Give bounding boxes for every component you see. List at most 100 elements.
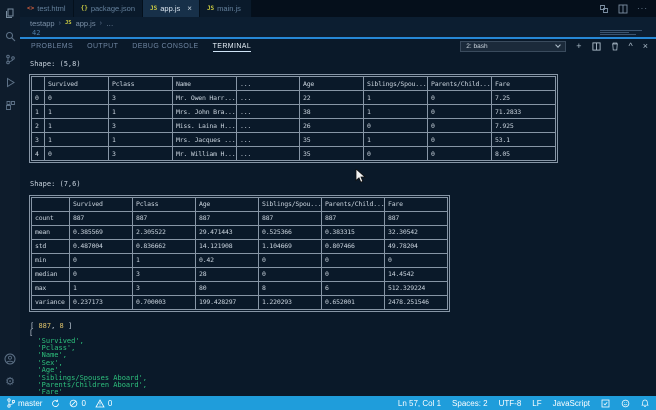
table-cell: 0 bbox=[384, 252, 448, 268]
table-cell: 0.652001 bbox=[321, 294, 385, 310]
tab-test-html[interactable]: <> test.html bbox=[20, 0, 74, 17]
table-row: max 1 3 80 8 6 512.329224 bbox=[31, 280, 448, 296]
split-editor-icon[interactable] bbox=[618, 4, 628, 14]
chevron-right-icon: › bbox=[58, 19, 61, 27]
table-cell: 1 bbox=[44, 118, 109, 134]
bell-icon[interactable] bbox=[641, 399, 649, 408]
extension-status-icon[interactable] bbox=[601, 399, 610, 408]
table-row: 1 1 1 Mrs. John Bra...... 38 1 0 71.2833 bbox=[31, 104, 556, 120]
list-open-bracket: [ bbox=[29, 329, 34, 338]
table-cell: ... bbox=[236, 132, 300, 148]
panel-header: PROBLEMS OUTPUT DEBUG CONSOLE TERMINAL 2… bbox=[20, 39, 656, 53]
search-icon[interactable] bbox=[2, 28, 18, 44]
minimap[interactable] bbox=[600, 30, 642, 36]
table-cell: 0.836662 bbox=[132, 238, 196, 254]
source-control-icon[interactable] bbox=[2, 51, 18, 67]
table-row: std 0.487004 0.836662 14.121908 1.104669 0.80… bbox=[31, 238, 448, 254]
table-cell: 6 bbox=[321, 280, 385, 296]
tab-output[interactable]: OUTPUT bbox=[87, 43, 119, 50]
table-cell: 0 bbox=[427, 132, 492, 148]
settings-gear-icon[interactable]: ⚙ bbox=[5, 375, 15, 388]
table-cell: Siblings/Spou... bbox=[363, 76, 428, 92]
account-icon[interactable] bbox=[2, 351, 18, 367]
table-cell: 3 bbox=[132, 266, 196, 282]
table-cell: Miss. Laina H... bbox=[172, 118, 237, 134]
table-row: variance 0.237173 0.700003 199.428297 1.2202… bbox=[31, 294, 448, 310]
explorer-icon[interactable] bbox=[2, 5, 18, 21]
split-terminal-icon[interactable] bbox=[591, 41, 601, 51]
terminal-picker[interactable]: 2: bash bbox=[460, 40, 567, 52]
chevron-right-icon: › bbox=[99, 19, 102, 27]
table-cell: 0.525366 bbox=[258, 224, 322, 240]
table-row: mean 0.385569 2.305522 29.471443 0.525366 0.3… bbox=[31, 224, 448, 240]
terminal-output[interactable]: Shape: (5,8) Survived Pclass Name... Age Sib… bbox=[20, 53, 656, 396]
table-cell: 0 bbox=[258, 252, 322, 268]
table-cell: 0.42 bbox=[195, 252, 259, 268]
tab-package-json[interactable]: {} package.json bbox=[73, 0, 144, 17]
tab-debug-console[interactable]: DEBUG CONSOLE bbox=[132, 43, 199, 50]
indent-indicator[interactable]: Spaces: 2 bbox=[452, 398, 488, 408]
close-panel-icon[interactable]: × bbox=[642, 40, 648, 51]
table-cell: 1 bbox=[31, 104, 45, 120]
table-cell: std bbox=[31, 238, 70, 254]
table-cell: Age bbox=[299, 76, 364, 92]
table-row: Survived Pclass Name... Age Siblings/Spou...… bbox=[31, 76, 556, 92]
table-cell: 1 bbox=[108, 104, 173, 120]
table-cell: 0 bbox=[427, 90, 492, 106]
table-cell: 0 bbox=[321, 266, 385, 282]
table-cell: 199.428297 bbox=[195, 294, 259, 310]
dims-line: [ 887, 8 ] bbox=[30, 321, 73, 330]
column-list-item: 'Name', bbox=[29, 351, 67, 360]
maximize-panel-icon[interactable]: ^ bbox=[628, 40, 633, 51]
table-cell: 7.925 bbox=[491, 118, 556, 134]
table-cell: 0 bbox=[69, 252, 133, 268]
sync-item[interactable] bbox=[51, 399, 60, 408]
table-row: 0 0 3 Mr. Owen Harr...... 22 1 0 7.25 bbox=[31, 90, 556, 106]
breadcrumb[interactable]: testapp › JS app.js › … bbox=[20, 17, 656, 29]
tab-main-js[interactable]: JS main.js bbox=[199, 0, 252, 17]
new-terminal-icon[interactable]: + bbox=[576, 40, 582, 51]
status-bar: master 0 0 Ln 57, Col 1 Spaces: 2 UTF-8 … bbox=[0, 396, 656, 410]
table-cell: 887 bbox=[384, 210, 448, 226]
eol-indicator[interactable]: LF bbox=[532, 398, 542, 408]
table-cell: 3 bbox=[132, 280, 196, 296]
table-cell: 38 bbox=[299, 104, 364, 120]
table-cell: 1 bbox=[108, 132, 173, 148]
table-cell: ... bbox=[236, 118, 300, 134]
tab-app-js[interactable]: JS app.js × bbox=[143, 0, 200, 17]
tab-terminal[interactable]: TERMINAL bbox=[212, 42, 252, 52]
extensions-icon[interactable] bbox=[2, 97, 18, 113]
kill-terminal-trash-icon[interactable] bbox=[611, 42, 619, 51]
encoding-indicator[interactable]: UTF-8 bbox=[498, 398, 522, 408]
table-row: count 887 887 887 887 887 887 bbox=[31, 210, 448, 226]
close-tab-icon[interactable]: × bbox=[187, 4, 192, 13]
warnings-item[interactable]: 0 bbox=[95, 399, 112, 408]
feedback-icon[interactable] bbox=[621, 399, 630, 408]
table-cell: 0 bbox=[44, 146, 109, 162]
line-col-indicator[interactable]: Ln 57, Col 1 bbox=[397, 398, 442, 408]
table-cell: ... bbox=[236, 90, 300, 106]
line-number: 42 bbox=[32, 29, 41, 37]
git-branch-item[interactable]: master bbox=[7, 398, 42, 408]
tab-problems[interactable]: PROBLEMS bbox=[31, 43, 74, 50]
table-cell: Name bbox=[172, 76, 237, 92]
language-indicator[interactable]: JavaScript bbox=[552, 398, 590, 408]
editor-area[interactable]: 42 bbox=[20, 29, 656, 37]
errors-item[interactable]: 0 bbox=[69, 399, 86, 408]
activity-bar: ⚙ bbox=[0, 0, 20, 396]
column-list-item: 'Pclass', bbox=[29, 344, 76, 353]
shape-line-1: Shape: (5,8) bbox=[30, 60, 81, 68]
table-cell: mean bbox=[31, 224, 70, 240]
panel-top-border[interactable] bbox=[20, 37, 656, 39]
table-cell: Mrs. Jacques ... bbox=[172, 132, 237, 148]
more-actions-icon[interactable]: ··· bbox=[637, 4, 648, 13]
git-branch-icon bbox=[7, 398, 15, 408]
open-changes-icon[interactable] bbox=[599, 4, 609, 14]
table-cell: ... bbox=[236, 76, 300, 92]
table-cell: 0.700003 bbox=[132, 294, 196, 310]
table-cell: 53.1 bbox=[491, 132, 556, 148]
table-cell: 7.25 bbox=[491, 90, 556, 106]
run-debug-icon[interactable] bbox=[2, 74, 18, 90]
column-list-item: 'Sex', bbox=[29, 358, 63, 367]
table-cell: Fare bbox=[491, 76, 556, 92]
